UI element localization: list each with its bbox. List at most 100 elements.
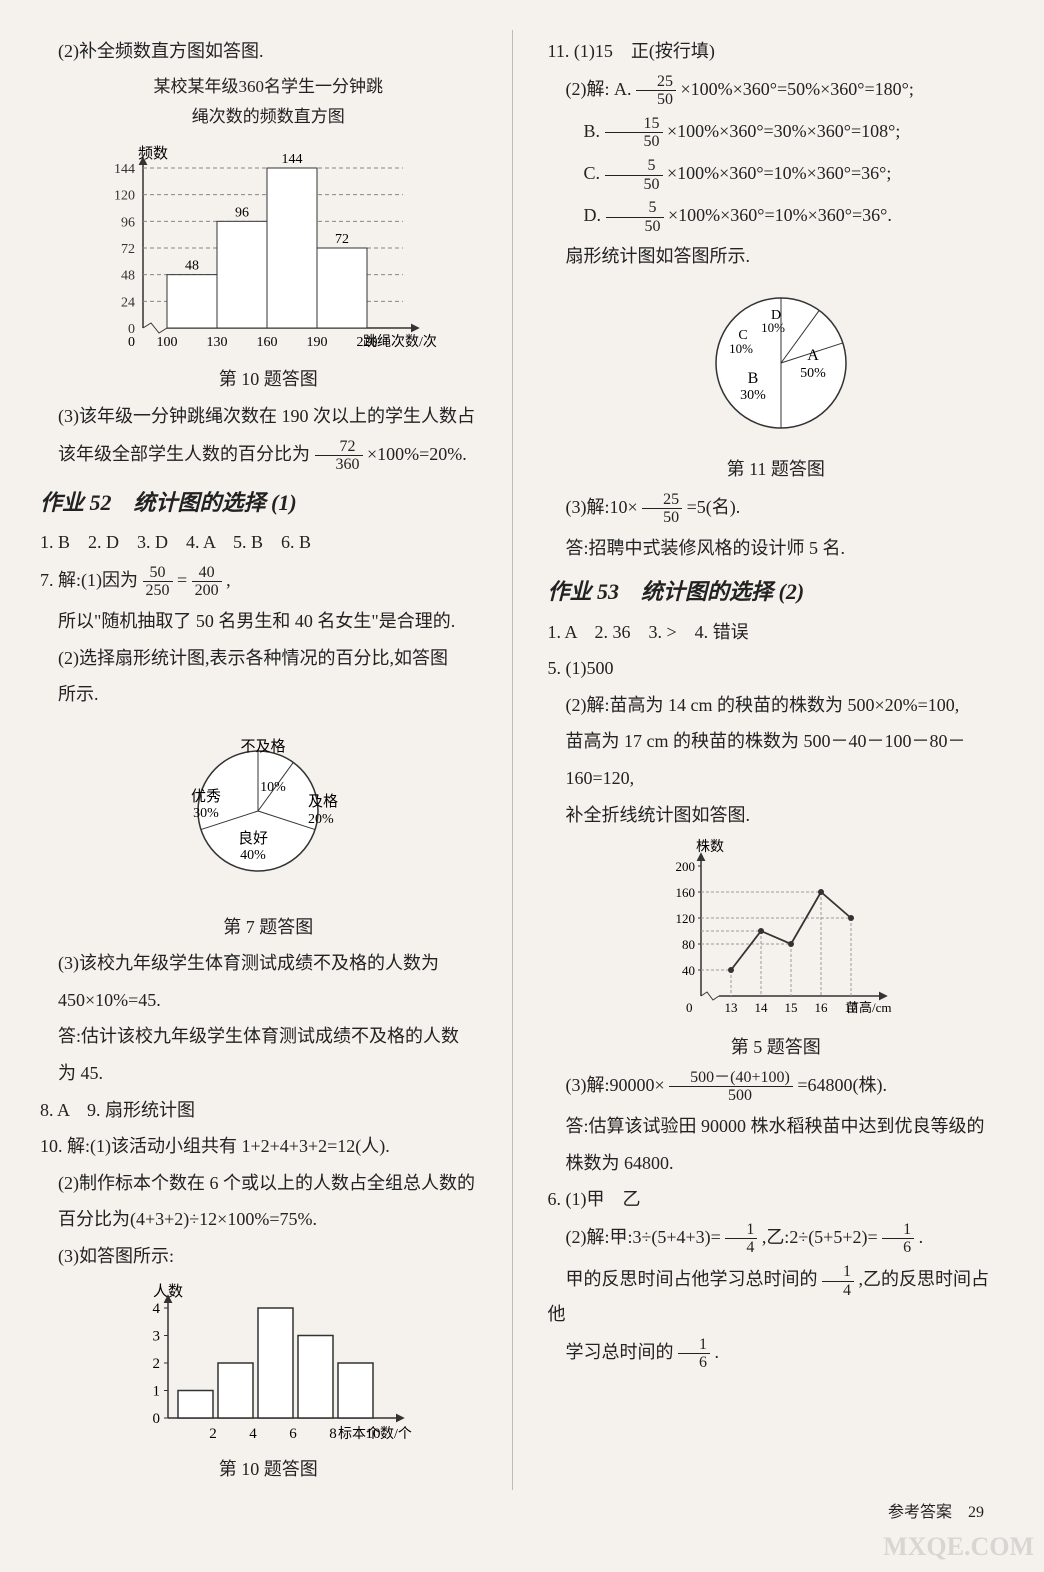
fraction: 50250 [143,564,173,600]
right-column: 11. (1)15 正(按行填) (2)解: A. 2550 ×100%×360… [533,30,1005,1490]
histogram-q10b: 01234246810人数标本个数/个 [118,1278,418,1448]
q5-2c: 160=120, [548,763,1005,794]
fraction: 40200 [192,564,222,600]
svg-text:40: 40 [682,963,695,978]
fraction: 16 [882,1221,914,1257]
svg-text:标本个数/个: 标本个数/个 [338,1426,412,1442]
q5-2a: (2)解:苗高为 14 cm 的秧苗的株数为 500×20%=100, [548,690,1005,721]
svg-text:及格: 及格 [308,793,338,810]
line5-caption: 第 5 题答图 [548,1032,1005,1063]
fraction: 550 [605,157,663,193]
svg-text:1: 1 [153,1383,161,1399]
q7-1-pre: 7. 解:(1)因为 [40,570,138,590]
q5-2b: 苗高为 17 cm 的秧苗的株数为 500－40－100－80－ [548,726,1005,757]
pie11-caption: 第 11 题答图 [548,454,1005,485]
svg-text:0: 0 [686,1000,693,1015]
q10-2b-a: (2)制作标本个数在 6 个或以上的人数占全组总人数的 [40,1168,497,1199]
svg-text:48: 48 [185,259,199,274]
svg-text:0: 0 [153,1411,161,1427]
q10-1: 10. 解:(1)该活动小组共有 1+2+4+3+2=12(人). [40,1131,497,1162]
q6-2b: 甲的反思时间占他学习总时间的 14 ,乙的反思时间占他 [548,1263,1005,1330]
q6-1: 6. (1)甲 乙 [548,1184,1005,1215]
svg-text:200: 200 [675,859,695,874]
left-column: (2)补全频数直方图如答图. 某校某年级360名学生一分钟跳 绳次数的频数直方图… [40,30,513,1490]
q5-1: 5. (1)500 [548,653,1005,684]
svg-text:120: 120 [675,911,695,926]
svg-text:2: 2 [153,1356,161,1372]
q7-1b: 所以"随机抽取了 50 名男生和 40 名女生"是合理的. [40,606,497,637]
q10-2-text: (2)补全频数直方图如答图. [40,36,497,67]
fraction: 14 [822,1263,854,1299]
q6-2c: 学习总时间的 16 . [548,1336,1005,1372]
fraction: 14 [725,1221,757,1257]
svg-text:3: 3 [153,1328,161,1344]
svg-text:8: 8 [330,1426,338,1442]
svg-text:20%: 20% [308,812,334,827]
svg-text:4: 4 [250,1426,258,1442]
q11-3-ans: 答:招聘中式装修风格的设计师 5 名. [548,533,1005,564]
svg-text:130: 130 [207,335,228,350]
svg-text:2: 2 [210,1426,218,1442]
svg-text:40%: 40% [240,848,266,863]
svg-text:30%: 30% [193,806,219,821]
svg-text:株数: 株数 [696,839,724,855]
hist-caption: 第 10 题答图 [40,364,497,395]
svg-text:10%: 10% [761,320,785,335]
histogram-q10: 024487296120144489614472100130160190220频… [88,138,448,358]
svg-text:不及格: 不及格 [241,738,286,755]
svg-text:48: 48 [121,269,135,284]
svg-text:144: 144 [282,152,303,167]
svg-text:6: 6 [290,1426,298,1442]
fraction: 500－(40+100)500 [669,1069,793,1105]
q10-3a: (3)该年级一分钟跳绳次数在 190 次以上的学生人数占 [40,401,497,432]
q10-3b-post: ×100%=20%. [367,444,467,464]
svg-text:160: 160 [675,885,695,900]
svg-text:B: B [747,370,758,387]
hw52-title: 作业 52 统计图的选择 (1) [40,484,497,521]
q7-3d: 为 45. [40,1058,497,1089]
svg-text:良好: 良好 [238,830,268,847]
q10-3b: 该年级全部学生人数的百分比为 72360 ×100%=20%. [40,438,497,474]
q7-2a: (2)选择扇形统计图,表示各种情况的百分比,如答图 [40,643,497,674]
hw52-answers: 1. B 2. D 3. D 4. A 5. B 6. B [40,527,497,558]
fraction: 2550 [636,73,676,109]
q10-3-intro: (3)如答图所示: [40,1241,497,1272]
q10-3b-pre: 该年级全部学生人数的百分比为 [58,444,310,464]
watermark: MXQE.COM [883,1532,1034,1562]
svg-text:120: 120 [114,189,135,204]
q11-2C: C. 550 ×100%×360°=10%×360°=36°; [548,157,1005,193]
svg-text:80: 80 [682,937,695,952]
svg-text:13: 13 [724,1000,737,1015]
svg-text:14: 14 [754,1000,768,1015]
hw53-title: 作业 53 统计图的选择 (2) [548,573,1005,610]
svg-text:72: 72 [121,242,135,257]
svg-text:16: 16 [814,1000,828,1015]
q6-2: (2)解:甲:3÷(5+4+3)= 14 ,乙:2÷(5+5+2)= 16 . [548,1221,1005,1257]
pie-chart-q7: 不及格10%及格20%良好40%优秀30% [158,716,378,906]
q5-3-ans1: 答:估算该试验田 90000 株水稻秧苗中达到优良等级的 [548,1111,1005,1142]
svg-text:96: 96 [235,206,249,221]
q7-3a: (3)该校九年级学生体育测试成绩不及格的人数为 [40,948,497,979]
q10-2b-b: 百分比为(4+3+2)÷12×100%=75%. [40,1204,497,1235]
fraction: 72360 [315,438,363,474]
svg-text:30%: 30% [740,388,766,403]
svg-text:苗高/cm: 苗高/cm [846,1000,892,1015]
hist2-caption: 第 10 题答图 [40,1454,497,1485]
svg-text:96: 96 [121,216,135,231]
svg-text:4: 4 [153,1301,161,1317]
svg-text:10%: 10% [729,341,753,356]
svg-text:0: 0 [128,335,135,350]
svg-text:144: 144 [114,162,135,177]
q11-2-note: 扇形统计图如答图所示. [548,241,1005,272]
q11-2A: (2)解: A. 2550 ×100%×360°=50%×360°=180°; [548,73,1005,109]
fraction: 1550 [605,115,663,151]
svg-text:人数: 人数 [153,1283,183,1300]
hist-title-1: 某校某年级360名学生一分钟跳 [40,73,497,102]
svg-text:15: 15 [784,1000,797,1015]
svg-text:72: 72 [335,232,349,247]
q7-2b: 所示. [40,679,497,710]
line-chart-q5: 40801201602001314151617株数苗高/cm0 [646,836,906,1026]
svg-text:100: 100 [157,335,178,350]
svg-text:50%: 50% [800,366,826,381]
q11-1: 11. (1)15 正(按行填) [548,36,1005,67]
